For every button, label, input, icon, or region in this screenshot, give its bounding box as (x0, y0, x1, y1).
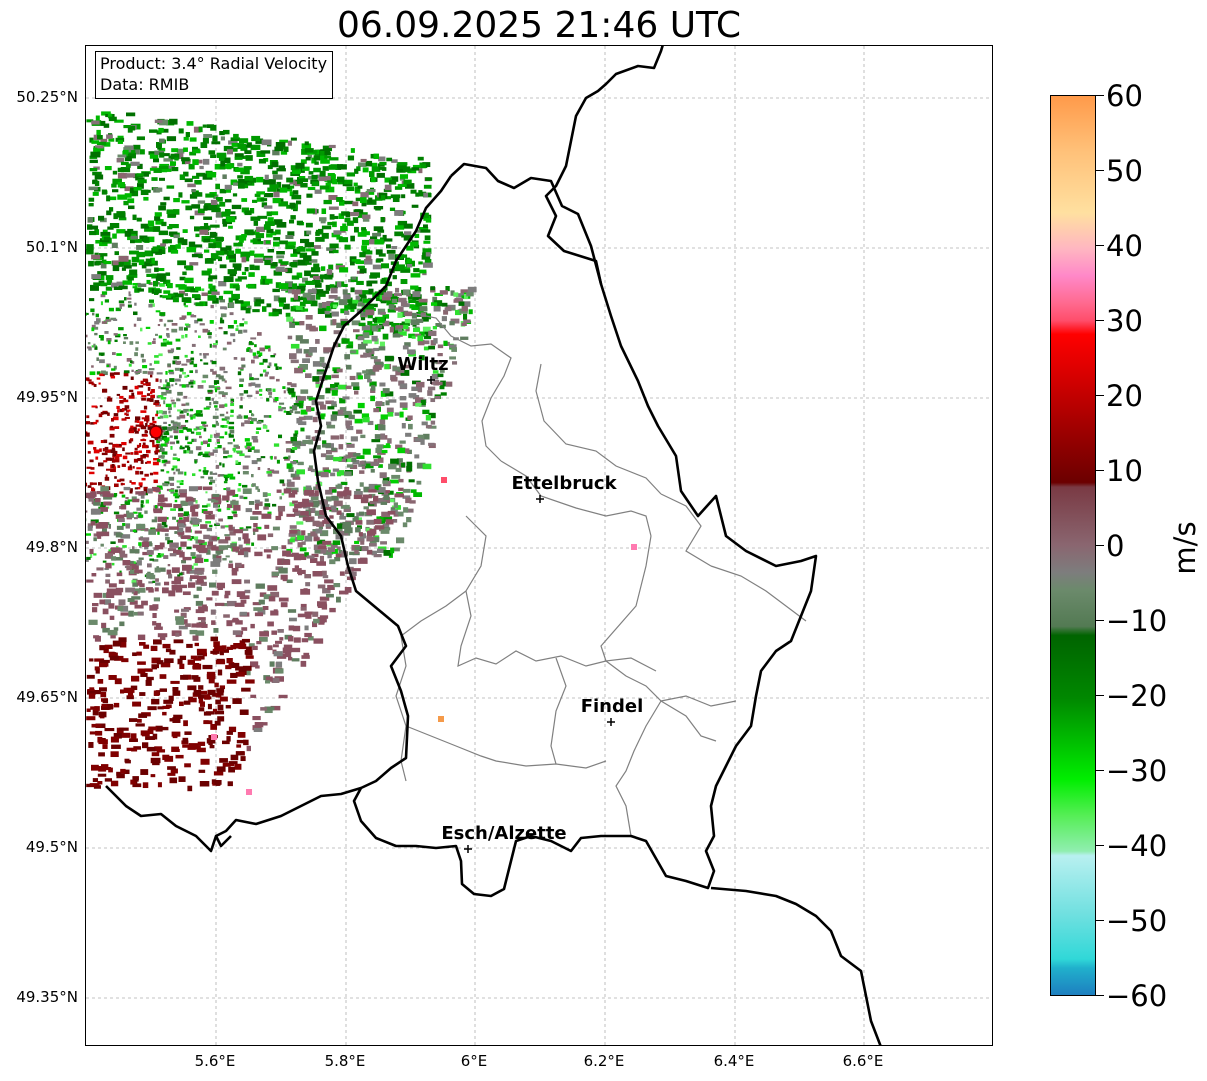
radar-echoes (86, 111, 637, 795)
city-marker-wiltz (427, 376, 435, 384)
lon-tick: 5.8°E (324, 1052, 366, 1070)
colorbar-tick: 0 (1106, 529, 1125, 563)
colorbar-tick: −30 (1106, 754, 1168, 788)
colorbar-tick: 60 (1106, 79, 1143, 113)
map-title: 06.09.2025 21:46 UTC (336, 5, 742, 46)
lon-tick: 6.6°E (842, 1052, 884, 1070)
colorbar-tick: −40 (1106, 829, 1168, 863)
lon-tick: 5.6°E (194, 1052, 236, 1070)
map-canvas: Wiltz Ettelbruck Findel Esch/Alzette (86, 46, 992, 1045)
lat-tick: 49.95°N (16, 388, 78, 406)
city-marker-esch (464, 845, 472, 853)
lat-tick: 49.5°N (25, 838, 78, 856)
product-label: Product: 3.4° Radial Velocity (100, 54, 328, 73)
colorbar-tick: 40 (1106, 229, 1143, 263)
colorbar-tick: −20 (1106, 679, 1168, 713)
lon-tick: 6°E (460, 1052, 488, 1070)
radar-map[interactable]: Wiltz Ettelbruck Findel Esch/Alzette (85, 45, 993, 1046)
national-borders (105, 46, 882, 1045)
city-label-esch: Esch/Alzette (441, 823, 566, 844)
city-markers (427, 376, 615, 853)
lon-tick: 6.4°E (713, 1052, 755, 1070)
colorbar-tick: 10 (1106, 454, 1143, 488)
radar-site-marker (149, 425, 163, 439)
city-marker-findel (607, 718, 615, 726)
lat-tick: 49.35°N (16, 988, 78, 1006)
colorbar-tick: −60 (1106, 979, 1168, 1013)
colorbar-tick: −50 (1106, 904, 1168, 938)
colorbar-tick: 50 (1106, 154, 1143, 188)
canton-borders (395, 313, 807, 837)
colorbar-tick: 20 (1106, 379, 1143, 413)
lat-tick: 49.8°N (25, 538, 78, 556)
product-info-box: Product: 3.4° Radial Velocity Data: RMIB (95, 51, 334, 99)
city-label-findel: Findel (581, 696, 644, 717)
velocity-colorbar (1050, 95, 1096, 996)
lat-tick: 50.25°N (16, 88, 78, 106)
colorbar-tick: −10 (1106, 604, 1168, 638)
data-source-label: Data: RMIB (100, 75, 190, 94)
city-marker-ettelbruck (536, 495, 544, 503)
city-label-ettelbruck: Ettelbruck (511, 473, 617, 494)
lat-tick: 49.65°N (16, 688, 78, 706)
colorbar-unit-label: m/s (1168, 521, 1202, 575)
city-label-wiltz: Wiltz (397, 354, 448, 375)
lon-tick: 6.2°E (583, 1052, 625, 1070)
lat-tick: 50.1°N (25, 238, 78, 256)
colorbar-tick: 30 (1106, 304, 1143, 338)
